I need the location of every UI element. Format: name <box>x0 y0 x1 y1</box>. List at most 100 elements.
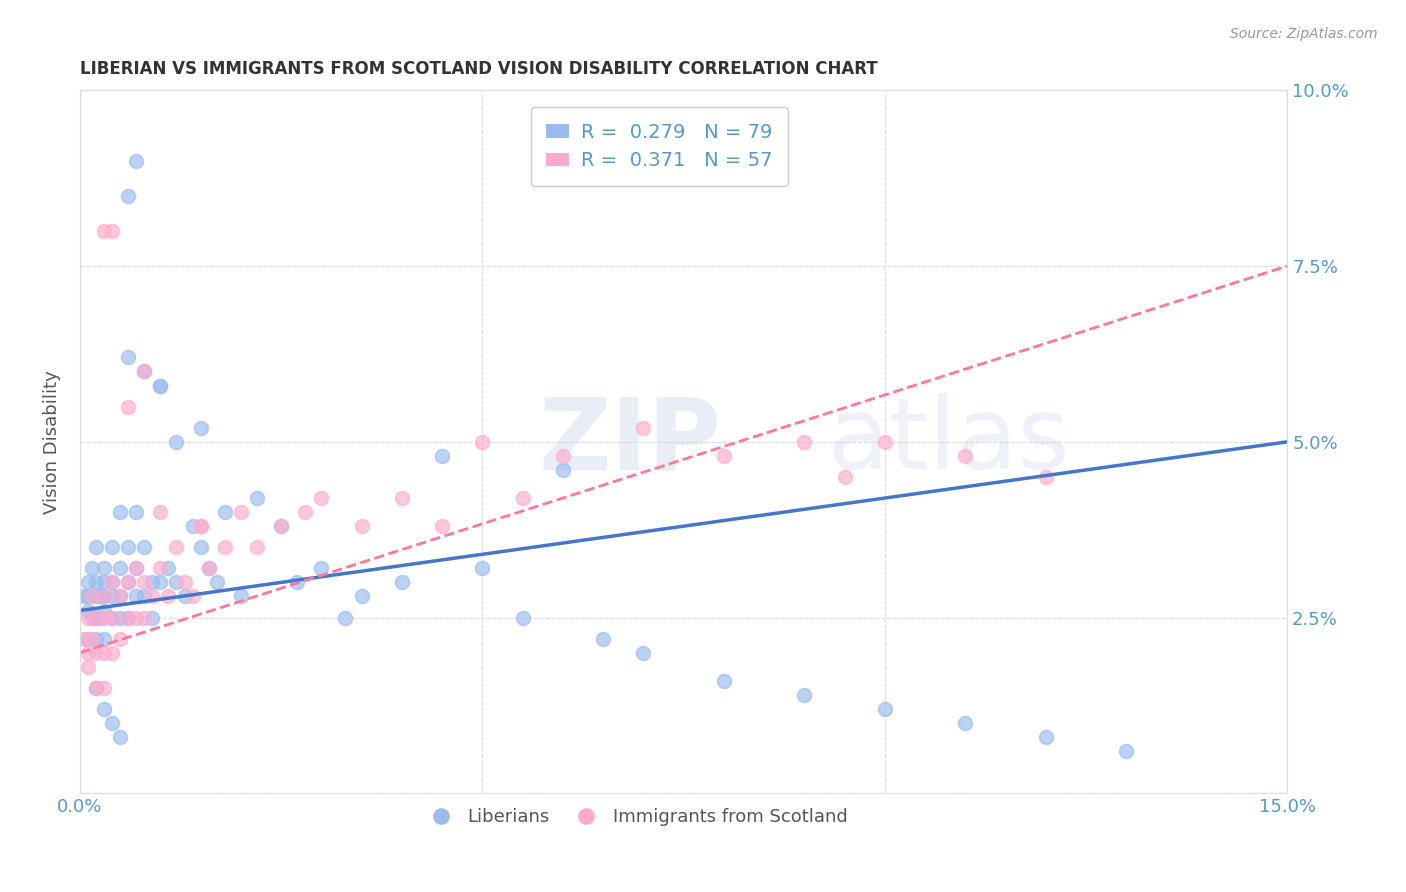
Point <box>108 610 131 624</box>
Point <box>141 610 163 624</box>
Point <box>84 681 107 695</box>
Point <box>214 505 236 519</box>
Point <box>246 491 269 505</box>
Point <box>80 610 103 624</box>
Point <box>471 434 494 449</box>
Point <box>117 575 139 590</box>
Point <box>270 519 292 533</box>
Point <box>108 730 131 744</box>
Point <box>181 519 204 533</box>
Point <box>311 491 333 505</box>
Point <box>108 632 131 646</box>
Point <box>1035 470 1057 484</box>
Point <box>84 632 107 646</box>
Point <box>149 378 172 392</box>
Y-axis label: Vision Disability: Vision Disability <box>44 370 60 514</box>
Point <box>190 519 212 533</box>
Point <box>80 561 103 575</box>
Point <box>873 434 896 449</box>
Point <box>391 575 413 590</box>
Point <box>633 421 655 435</box>
Point <box>93 590 115 604</box>
Point <box>551 463 574 477</box>
Point <box>101 541 124 555</box>
Point <box>125 590 148 604</box>
Point <box>181 590 204 604</box>
Point <box>84 681 107 695</box>
Point <box>955 716 977 731</box>
Point <box>311 561 333 575</box>
Point <box>713 673 735 688</box>
Point <box>134 575 156 590</box>
Point <box>141 575 163 590</box>
Point <box>214 541 236 555</box>
Point <box>190 519 212 533</box>
Point <box>197 561 219 575</box>
Point <box>117 541 139 555</box>
Point <box>873 702 896 716</box>
Point <box>84 590 107 604</box>
Point <box>190 541 212 555</box>
Point <box>117 188 139 202</box>
Point <box>77 590 100 604</box>
Point <box>173 590 195 604</box>
Point <box>117 610 139 624</box>
Point <box>89 590 111 604</box>
Point <box>73 632 96 646</box>
Point <box>229 590 252 604</box>
Point <box>117 351 139 365</box>
Point <box>77 610 100 624</box>
Point <box>89 610 111 624</box>
Text: ZIP: ZIP <box>538 393 721 491</box>
Point <box>93 590 115 604</box>
Point <box>955 449 977 463</box>
Point <box>108 590 131 604</box>
Point <box>157 590 180 604</box>
Point <box>108 505 131 519</box>
Point <box>512 610 534 624</box>
Point <box>430 519 453 533</box>
Point <box>73 590 96 604</box>
Point <box>77 575 100 590</box>
Point <box>134 590 156 604</box>
Point <box>93 681 115 695</box>
Point <box>134 364 156 378</box>
Text: LIBERIAN VS IMMIGRANTS FROM SCOTLAND VISION DISABILITY CORRELATION CHART: LIBERIAN VS IMMIGRANTS FROM SCOTLAND VIS… <box>80 60 877 78</box>
Point <box>117 610 139 624</box>
Point <box>134 364 156 378</box>
Point <box>134 541 156 555</box>
Point <box>125 153 148 168</box>
Point <box>77 632 100 646</box>
Point <box>117 400 139 414</box>
Point <box>173 575 195 590</box>
Point <box>101 224 124 238</box>
Point <box>190 421 212 435</box>
Point <box>166 434 188 449</box>
Point <box>633 646 655 660</box>
Point <box>93 561 115 575</box>
Point <box>246 541 269 555</box>
Point <box>101 610 124 624</box>
Point <box>84 646 107 660</box>
Point <box>93 702 115 716</box>
Point <box>149 505 172 519</box>
Point <box>157 561 180 575</box>
Point <box>77 603 100 617</box>
Point <box>229 505 252 519</box>
Point <box>793 688 815 702</box>
Point <box>80 632 103 646</box>
Text: Source: ZipAtlas.com: Source: ZipAtlas.com <box>1230 27 1378 41</box>
Point <box>101 575 124 590</box>
Text: atlas: atlas <box>828 393 1070 491</box>
Point <box>93 224 115 238</box>
Point <box>125 561 148 575</box>
Point <box>1035 730 1057 744</box>
Point <box>80 590 103 604</box>
Point <box>84 610 107 624</box>
Point <box>391 491 413 505</box>
Point <box>205 575 228 590</box>
Point <box>77 646 100 660</box>
Point <box>294 505 316 519</box>
Point <box>793 434 815 449</box>
Point <box>285 575 308 590</box>
